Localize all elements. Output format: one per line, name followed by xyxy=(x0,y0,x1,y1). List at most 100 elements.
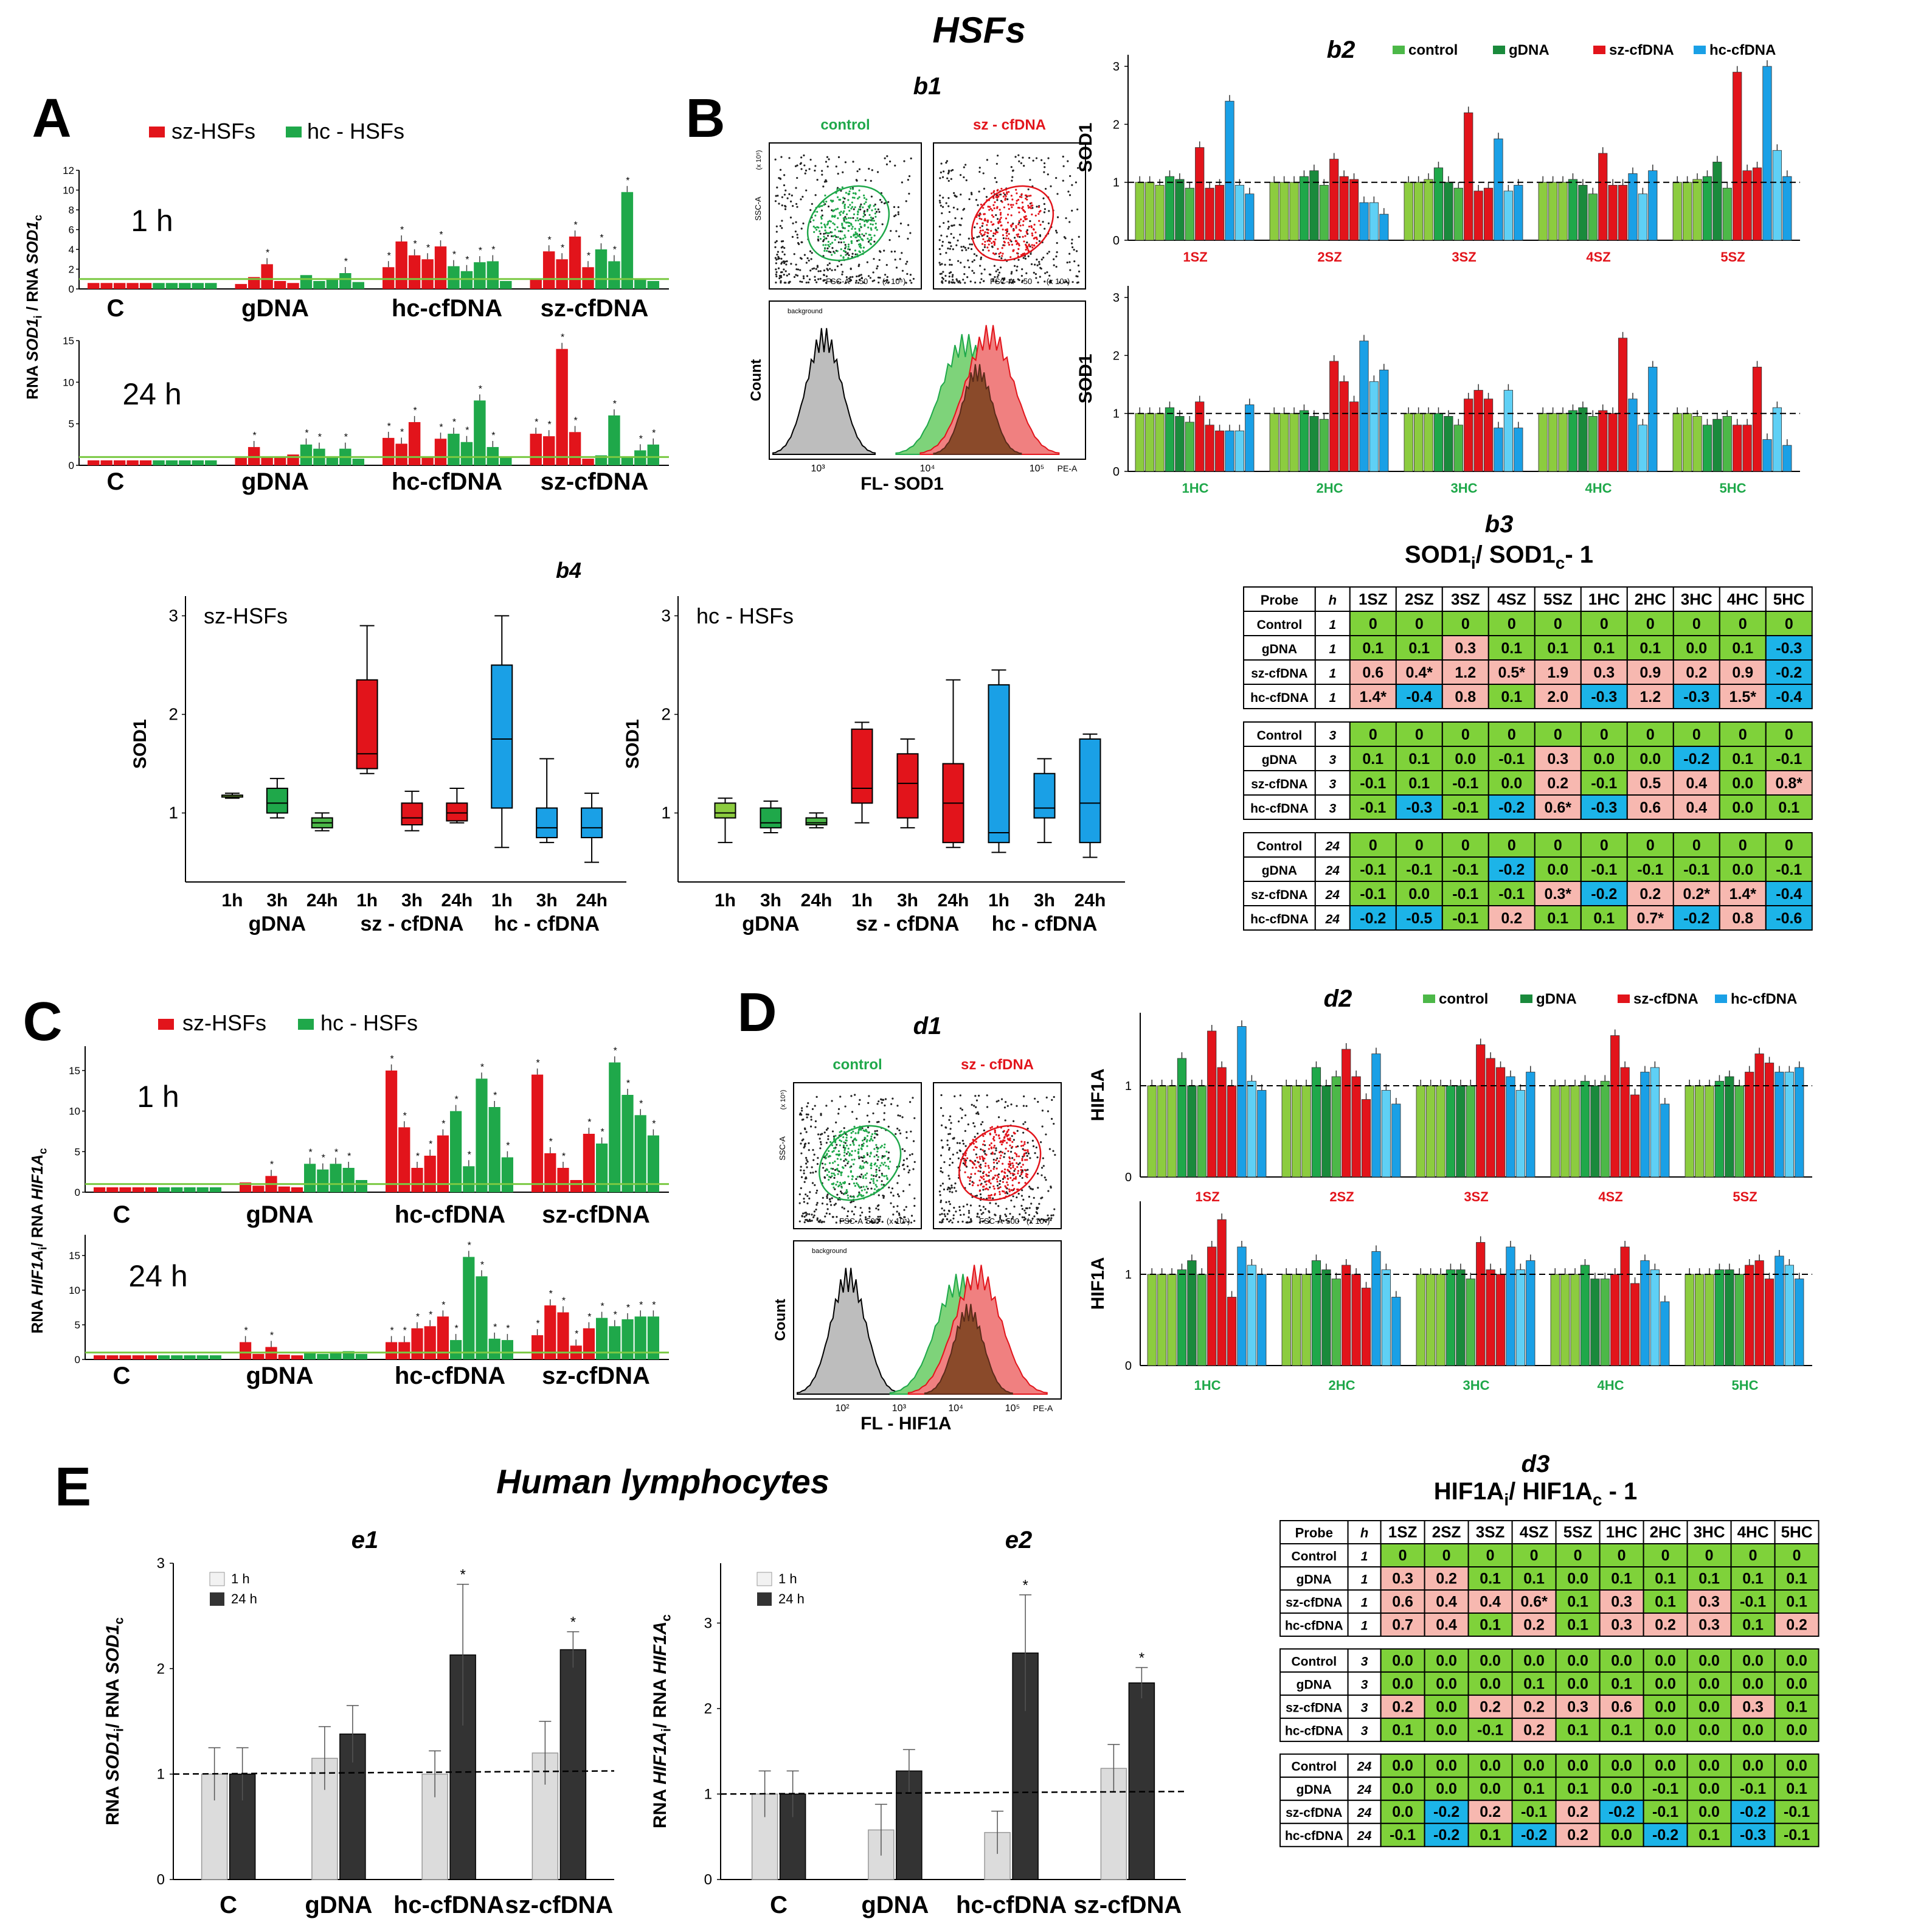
d1-gated-dot xyxy=(1005,1133,1008,1135)
b1-event-dot xyxy=(957,260,960,262)
b1-event-dot xyxy=(835,165,837,168)
b1-gated-dot xyxy=(1034,214,1037,217)
d1-gated-dot xyxy=(995,1134,997,1136)
d1-event-dot xyxy=(806,1195,809,1197)
d1-event-dot xyxy=(1010,1199,1013,1202)
d1-event-dot xyxy=(831,1100,833,1102)
d3-cell-text: 0.0 xyxy=(1786,1721,1807,1738)
b1-event-dot xyxy=(848,280,851,283)
d3-cell-text: 0.0 xyxy=(1392,1675,1413,1692)
b1-event-dot xyxy=(995,214,997,217)
label-part: / RNA xyxy=(23,264,41,315)
b1-event-dot xyxy=(938,239,941,241)
b2-bar xyxy=(1782,176,1792,241)
d1-gated-dot xyxy=(1002,1162,1004,1165)
b1-event-dot xyxy=(808,278,811,280)
d1-gated-dot xyxy=(1011,1140,1014,1143)
d1-gated-dot xyxy=(851,1175,854,1178)
b2-bar xyxy=(1289,413,1299,472)
b1-event-dot xyxy=(947,220,949,223)
b1-event-dot xyxy=(817,270,820,272)
b1-gated-dot xyxy=(829,243,832,245)
b1-gated-dot xyxy=(1025,215,1027,218)
d1-gated-dot xyxy=(872,1178,875,1180)
b1-gated-dot xyxy=(994,201,996,204)
d1-event-dot xyxy=(809,1172,812,1174)
b1-event-dot xyxy=(784,208,787,210)
panelC-24h-sig: * xyxy=(493,1322,497,1333)
d1-event-dot xyxy=(1023,1209,1026,1212)
d2-bar xyxy=(1684,1274,1694,1366)
d1-event-dot xyxy=(1038,1203,1040,1205)
d1-event-dot xyxy=(881,1221,884,1223)
d1-gated-dot xyxy=(1011,1162,1014,1165)
d1-event-dot xyxy=(1040,1167,1044,1169)
d1-gated-dot xyxy=(833,1186,835,1189)
d3-cell-text: 0.0 xyxy=(1611,1780,1632,1797)
b1-gated-dot xyxy=(988,243,990,246)
d1-event-dot xyxy=(1023,1219,1025,1221)
d3-cell-text: 0.0 xyxy=(1436,1721,1457,1738)
b3-cell-text: -0.1 xyxy=(1360,861,1386,878)
d2-bar xyxy=(1774,1255,1784,1366)
d1-gated-dot xyxy=(988,1148,990,1150)
b3-cell-text: 0.2* xyxy=(1683,886,1711,903)
d1-event-dot xyxy=(966,1203,968,1206)
b1-event-dot xyxy=(962,279,964,281)
b1-gated-dot xyxy=(820,226,823,229)
b1-gated-dot xyxy=(992,215,995,218)
b1-event-dot xyxy=(795,268,798,271)
b1-gated-dot xyxy=(868,219,870,221)
d1-count-label: Count xyxy=(772,1299,789,1341)
b3-cell-text: 0 xyxy=(1369,837,1377,854)
panelC-24h-bar-red xyxy=(94,1355,106,1359)
d1-event-dot xyxy=(827,1135,829,1137)
d1-event-dot xyxy=(1037,1100,1039,1103)
d1-gated-dot xyxy=(1006,1142,1008,1144)
panelC-24h-ytick: 0 xyxy=(75,1354,80,1366)
b1-event-dot xyxy=(938,248,941,251)
d1-event-dot xyxy=(960,1107,962,1109)
b3-cell-text: 0.1 xyxy=(1732,640,1753,657)
b1-gated-dot xyxy=(847,199,850,201)
e2-bar xyxy=(1128,1682,1155,1880)
b1-event-dot xyxy=(848,248,851,251)
b1-gated-dot xyxy=(997,189,999,191)
b1-event-dot xyxy=(966,276,969,279)
b1-gated-dot xyxy=(866,210,868,212)
b1-gated-dot xyxy=(992,232,995,235)
d1-gated-dot xyxy=(1022,1164,1024,1166)
d3-cell-text: 0.0 xyxy=(1742,1757,1764,1774)
d1-event-dot xyxy=(982,1121,984,1123)
panelC-1h-bar-green xyxy=(184,1187,196,1192)
b1-event-dot xyxy=(952,248,954,251)
d1-event-dot xyxy=(992,1158,995,1161)
d1-gated-dot xyxy=(836,1158,839,1160)
panelA-24h-sig: * xyxy=(439,422,443,432)
d1-gated-dot xyxy=(984,1165,987,1167)
b1-event-dot xyxy=(801,280,803,283)
b3-cell-text: 1 xyxy=(1329,667,1336,681)
b1-event-dot xyxy=(948,275,950,278)
b1-event-dot xyxy=(1022,257,1025,259)
b1-event-dot xyxy=(848,254,850,257)
b3-cell-text: 0.5 xyxy=(1639,775,1661,792)
d1-gated-dot xyxy=(837,1185,840,1188)
d1-gated-dot xyxy=(989,1196,992,1199)
d3-cell-text: 0.0 xyxy=(1786,1757,1807,1774)
d1-gated-dot xyxy=(993,1139,995,1142)
b3-cell-text: 0.1 xyxy=(1593,910,1615,927)
b1-event-dot xyxy=(1053,258,1055,260)
b2-bar xyxy=(1608,413,1618,472)
d1-gated-dot xyxy=(851,1150,853,1153)
d1-gated-dot xyxy=(840,1140,843,1142)
b1-event-dot xyxy=(964,282,966,284)
d1-event-dot xyxy=(1026,1154,1028,1157)
d1-gated-dot xyxy=(1017,1170,1020,1172)
d3-cell-text: 0.0 xyxy=(1436,1780,1457,1797)
d2-bar xyxy=(1764,1279,1774,1366)
d1-event-dot xyxy=(878,1194,880,1196)
panelC-24h-bar-red xyxy=(583,1328,595,1359)
d1-gated-dot xyxy=(856,1182,858,1184)
b1-gated-dot xyxy=(856,217,859,220)
